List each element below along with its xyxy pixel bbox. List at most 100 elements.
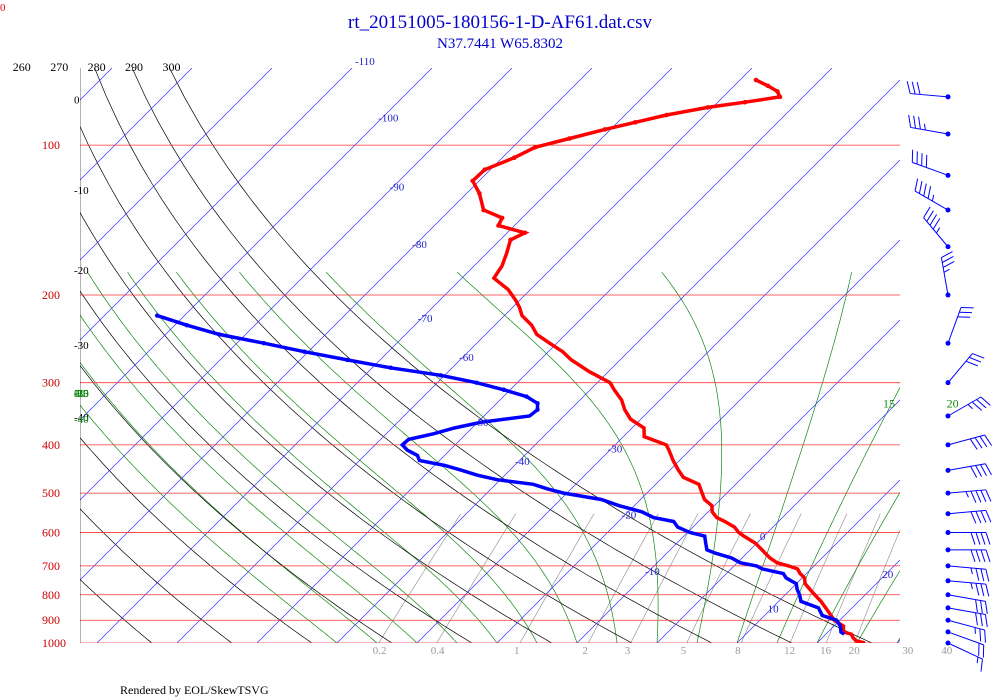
- temperature-point: [508, 237, 513, 243]
- moist-adiabat-line: [661, 271, 723, 643]
- wind-barb: [945, 307, 974, 346]
- temperature-point: [496, 223, 501, 228]
- dewpoint-point: [535, 401, 540, 406]
- dewpoint-point: [302, 349, 307, 354]
- dewpoint-point: [474, 380, 479, 385]
- moist-adiabat-line: [80, 314, 418, 643]
- moist-adiabat-label: -5: [74, 388, 84, 400]
- dewpoint-point: [184, 323, 189, 328]
- isotherm-label: -80: [412, 239, 427, 251]
- dewpoint-point: [261, 341, 267, 346]
- moist-adiabat-line: [736, 272, 852, 643]
- mixing-ratio-label: 1: [514, 645, 520, 657]
- isobar-label: 500: [42, 486, 60, 500]
- temperature-point: [532, 144, 538, 150]
- temperature-point: [481, 207, 486, 213]
- dewpoint-point: [154, 313, 160, 318]
- temperature-point: [567, 136, 572, 141]
- isotherm-label: -30: [608, 443, 623, 455]
- moist-adiabat-label: -10: [74, 388, 89, 400]
- wind-barb: [906, 81, 951, 100]
- isotherm-line: [80, 68, 593, 581]
- grid-lines: [80, 68, 900, 643]
- moist-adiabat-line: [896, 637, 900, 643]
- chart-subtitle: N37.7441 W65.8302: [437, 36, 563, 52]
- isobar-label: 200: [42, 288, 60, 302]
- top-theta-label: 280: [88, 60, 106, 74]
- moist-adiabat-label: 0: [74, 388, 80, 400]
- isobar-label: 100: [42, 138, 60, 152]
- isotherm-label: -10: [645, 566, 660, 578]
- moist-adiabat-line: [80, 404, 338, 643]
- isotherm-label: 20: [882, 569, 894, 581]
- moist-adiabat-label: 5: [74, 388, 80, 400]
- isotherm-line: [576, 319, 900, 643]
- mixing-ratio-label: 30: [902, 645, 914, 657]
- isobar-label: 600: [42, 526, 60, 540]
- dry-adiabat-line: [94, 68, 712, 643]
- mixing-ratio-line: [854, 529, 900, 643]
- dewpoint-point: [535, 407, 540, 412]
- isotherm-label: -70: [418, 313, 433, 325]
- isotherm-label: -60: [459, 352, 474, 364]
- moist-adiabat-line: [856, 569, 900, 643]
- moist-adiabat-label: -25: [74, 388, 89, 400]
- isotherm-label: -50: [474, 417, 489, 429]
- moist-adiabat-label: -30: [74, 388, 89, 400]
- moist-adiabat-line: [816, 491, 900, 643]
- moist-adiabat-label: -15: [74, 388, 89, 400]
- mixing-ratio-line: [630, 513, 699, 643]
- mixing-ratio-label: 40: [941, 645, 953, 657]
- dry-adiabat-line: [80, 211, 552, 643]
- mixing-ratio-label: 12: [784, 645, 795, 657]
- mixing-ratio-line: [378, 513, 462, 643]
- temperature-point: [664, 112, 669, 118]
- mixing-ratio-label: 0.4: [431, 645, 445, 657]
- isobar-label: 300: [42, 376, 60, 390]
- wind-barb: [945, 617, 986, 643]
- mixing-ratio-label: 3: [625, 645, 631, 657]
- wind-barb: [945, 629, 985, 658]
- mixing-ratio-line: [436, 513, 516, 643]
- dewpoint-point: [501, 387, 507, 392]
- isotherm-label: 10: [768, 603, 780, 615]
- mixing-ratio-label: 16: [820, 645, 832, 657]
- isobar-label: 1000: [42, 636, 66, 650]
- dry-adiabat-line: [80, 125, 632, 643]
- moist-adiabat-label: 10: [74, 388, 86, 400]
- mixing-ratio-label: 2: [582, 645, 588, 657]
- temperature-point: [775, 89, 780, 94]
- isotherm-line: [336, 79, 900, 643]
- wind-barb: [945, 640, 983, 672]
- dewpoint-point: [438, 373, 443, 378]
- isotherm-line: [496, 239, 900, 643]
- wind-barb: [908, 114, 951, 137]
- temperature-point: [482, 167, 488, 172]
- wind-barb: [945, 605, 988, 628]
- dry-adiabat-line: [80, 578, 153, 643]
- isotherm-label: -100: [378, 113, 399, 125]
- isotherm-line: [416, 159, 900, 643]
- footer-credit: Rendered by EOL/SkewTSVG: [120, 683, 269, 697]
- wind-barb: [914, 178, 951, 213]
- isotherm-line: [256, 68, 833, 643]
- isotherm-line: [80, 68, 113, 101]
- isotherm-line: [816, 559, 900, 643]
- isobar-label: 800: [42, 588, 60, 602]
- dewpoint-point: [388, 365, 393, 370]
- moist-adiabat-line: [87, 272, 458, 643]
- moist-adiabat-line: [127, 272, 498, 643]
- temperature-point: [742, 99, 748, 105]
- isotherm-line: [80, 68, 273, 261]
- temperature-point: [753, 77, 759, 83]
- isotherm-line: [736, 479, 900, 643]
- temperature-point: [632, 120, 638, 125]
- mixing-ratio-line: [740, 513, 802, 643]
- moist-adiabat-line: [776, 386, 900, 643]
- wind-barb: [945, 509, 992, 524]
- wind-barbs: [906, 81, 993, 672]
- dry-adiabat-line: [80, 437, 313, 643]
- temperature-point: [765, 83, 771, 89]
- dry-adiabat-line: [169, 68, 872, 643]
- wind-barb: [945, 396, 991, 419]
